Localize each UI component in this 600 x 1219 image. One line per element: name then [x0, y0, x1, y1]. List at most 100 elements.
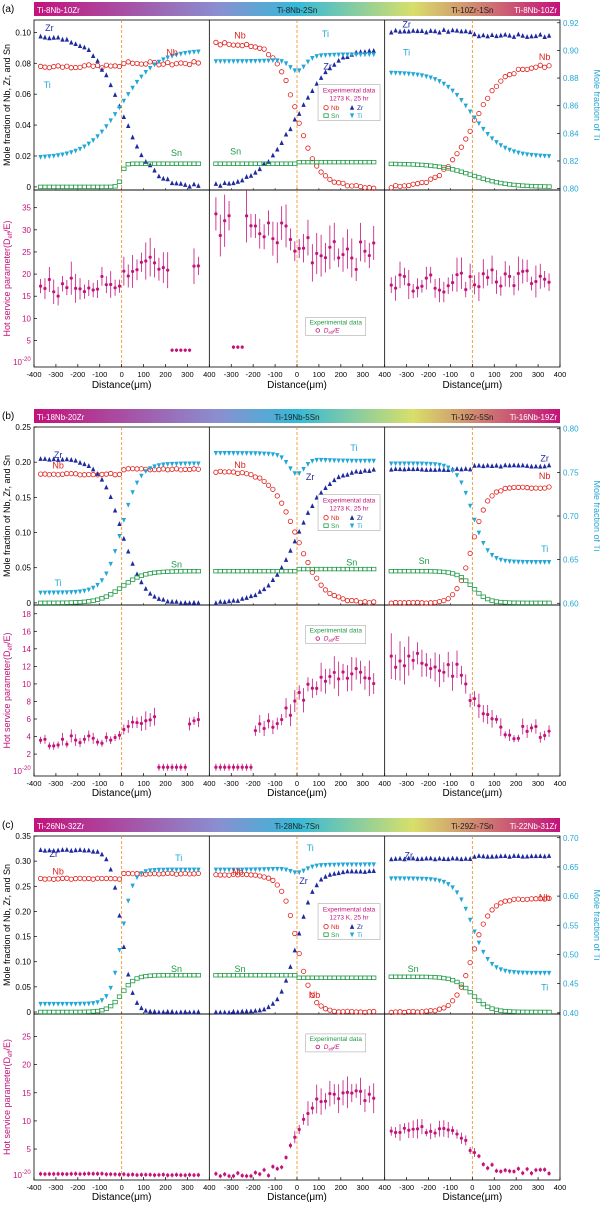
x-tick-label: -300 [48, 779, 63, 788]
sn-point [64, 600, 70, 605]
ti-point [393, 876, 398, 882]
sn-point [414, 162, 421, 167]
hot-point [372, 681, 376, 686]
y-tick-label: 0.10 [15, 958, 31, 967]
sn-point [265, 569, 272, 574]
x-tick-label: 300 [181, 1183, 194, 1192]
y2-tick-label: 0.60 [563, 599, 579, 608]
hot-point [139, 721, 143, 726]
sn-point [323, 113, 329, 118]
sn-point [458, 982, 464, 987]
hot-point [306, 236, 310, 240]
zr-point [332, 477, 337, 483]
y-tick-label: 0.15 [15, 933, 31, 942]
hot-point [372, 1096, 376, 1100]
ti-point [318, 53, 324, 59]
nb-point [450, 157, 456, 163]
hot-point [433, 286, 437, 290]
hot-point [288, 713, 293, 717]
zr-point [371, 868, 376, 873]
x-axis-label: Distance(μm) [442, 788, 502, 799]
nb-point [116, 876, 123, 882]
zr-point [432, 28, 438, 34]
ti-point [314, 54, 319, 59]
zr-point [240, 1008, 245, 1014]
nb-point [454, 992, 460, 998]
x-tick-label: 0 [120, 1183, 124, 1192]
ti-point [397, 461, 403, 467]
sn-point [528, 183, 535, 189]
sn-point [156, 973, 162, 978]
sn-point [489, 1006, 495, 1011]
sn-point [156, 570, 162, 575]
y2-tick-label: 0.92 [563, 19, 579, 28]
sn-point [182, 973, 188, 978]
ti-point [529, 560, 534, 565]
nb-point [112, 63, 118, 69]
zr-point [165, 598, 170, 604]
ti-point [279, 59, 284, 64]
x-tick-label: 400 [378, 370, 391, 379]
hot-point [415, 286, 420, 290]
ti-point [152, 867, 157, 873]
zr-point [327, 65, 333, 71]
sn-point [441, 569, 447, 575]
series-label: Ti [541, 544, 548, 554]
sn-point [537, 184, 543, 189]
nb-point [222, 40, 228, 46]
y-tick-label: 0.25 [15, 882, 31, 891]
zr-point [538, 463, 543, 469]
hot-point [499, 1169, 503, 1174]
zr-point [288, 126, 293, 132]
sn-point [336, 566, 342, 572]
hot-point [341, 1091, 345, 1095]
hot-point [442, 290, 446, 294]
nb-point [243, 41, 250, 48]
sn-point [406, 569, 412, 574]
hot-point [117, 733, 122, 737]
x-tick-label: 400 [203, 1183, 216, 1192]
alloy-label: Ti-8Nb-10Zr [514, 6, 557, 15]
legend-ti: Ti [357, 113, 362, 120]
ti-point [191, 867, 197, 873]
zr-point [38, 456, 43, 461]
nb-point [274, 882, 280, 888]
panel-a: (a) Ti-8Nb-10Zr Ti-8Nb-2Sn Ti-10Zr-1Sn Ti-8N… [2, 2, 600, 391]
ti-point [367, 862, 372, 868]
ti-point [77, 589, 83, 595]
hot-point [538, 735, 542, 740]
sn-point [485, 596, 491, 602]
hot-point [240, 1173, 244, 1178]
hot-point [188, 348, 192, 352]
zr-point [152, 593, 157, 599]
hot-point [354, 267, 358, 272]
nb-point [296, 120, 302, 126]
sn-point [151, 161, 158, 166]
zr-point [415, 466, 420, 472]
nb-point [458, 144, 464, 150]
zr-point [345, 868, 350, 874]
zr-point [248, 1008, 254, 1014]
nb-point [261, 478, 267, 485]
sn-point [125, 580, 131, 585]
zr-point [191, 599, 197, 605]
zr-point [231, 180, 236, 186]
x-tick-label: 300 [356, 779, 369, 788]
ti-point [174, 867, 179, 873]
sn-point [112, 184, 118, 189]
nb-point [476, 518, 482, 525]
ti-point [134, 79, 140, 85]
sn-point [213, 569, 219, 574]
nb-point [327, 1007, 333, 1013]
ti-point [389, 461, 394, 467]
sn-point [64, 184, 70, 190]
zr-point [86, 463, 91, 468]
nb-point [314, 575, 320, 581]
hot-point [372, 241, 376, 245]
sn-point [187, 569, 193, 574]
nb-point [178, 60, 184, 66]
zr-point [47, 847, 52, 853]
nb-point [300, 133, 307, 139]
zr-point [489, 463, 495, 469]
nb-point [305, 145, 311, 151]
